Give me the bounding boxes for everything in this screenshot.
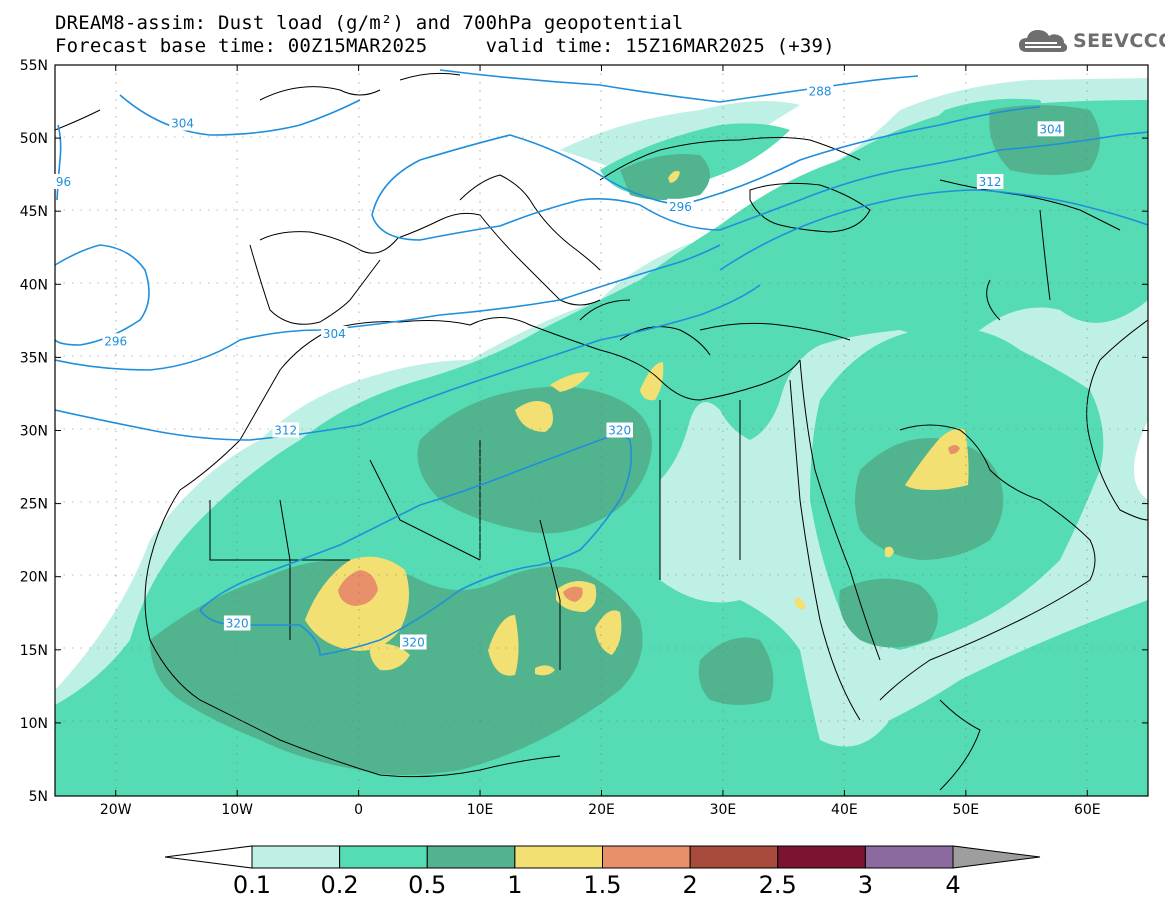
svg-text:96: 96 <box>56 175 71 189</box>
forecast-time-line: Forecast base time: 00Z15MAR2025 valid t… <box>55 35 835 57</box>
colorbar-segment <box>602 845 691 869</box>
latitude-labels: 55N 50N 45N 40N 35N 30N 25N 20N 15N 10N 5N <box>20 58 48 805</box>
lon-label: 20E <box>588 802 615 818</box>
contour-label: 312 <box>976 173 1004 189</box>
colorbar-under-arrow <box>164 845 253 869</box>
colorbar-segment <box>689 845 779 869</box>
svg-text:304: 304 <box>171 116 194 130</box>
dust-shading-peak <box>338 445 960 606</box>
lat-label: 5N <box>29 789 48 805</box>
longitude-labels: 20W 10W 0 10E 20E 30E 40E 50E 60E <box>100 802 1101 818</box>
lon-label: 30E <box>710 802 737 818</box>
lon-label: 10W <box>221 802 253 818</box>
contour-label: 288 <box>806 83 834 99</box>
lat-label: 20N <box>20 570 48 586</box>
lon-label: 0 <box>354 802 363 818</box>
colorbar-label: 2 <box>682 871 697 899</box>
contour-label: 312 <box>272 422 299 438</box>
contour-label: 320 <box>606 422 633 438</box>
svg-text:320: 320 <box>608 424 631 438</box>
lat-label: 45N <box>20 204 48 220</box>
lon-label: 60E <box>1074 802 1101 818</box>
lat-label: 40N <box>20 277 48 293</box>
colorbar-segment <box>864 845 954 869</box>
lat-label: 35N <box>20 350 48 366</box>
lat-label: 10N <box>20 716 48 732</box>
colorbar-label: 3 <box>858 871 873 899</box>
lat-label: 55N <box>20 58 48 74</box>
contour-label: 296 <box>102 333 129 349</box>
lon-label: 10E <box>467 802 494 818</box>
colorbar-segment <box>339 845 428 869</box>
colorbar-label: 1.5 <box>583 871 621 899</box>
contour-label: 96 <box>54 173 74 189</box>
colorbar-label: 2.5 <box>759 871 797 899</box>
svg-text:304: 304 <box>323 327 346 341</box>
svg-text:296: 296 <box>669 200 692 214</box>
lon-label: 50E <box>952 802 979 818</box>
svg-text:312: 312 <box>979 175 1002 189</box>
contour-label: 304 <box>169 115 196 131</box>
colorbar-segment <box>514 845 603 869</box>
svg-text:312: 312 <box>274 424 297 438</box>
contour-value-labels: 304 288 304 296 312 296 304 312 320 320 320 96 <box>54 83 1065 650</box>
contour-label: 304 <box>1037 121 1065 137</box>
svg-text:288: 288 <box>809 84 832 98</box>
seevccc-logo: SEEVCCC <box>1017 26 1165 56</box>
svg-text:296: 296 <box>104 334 127 348</box>
colorbar-labels: 0.1 0.2 0.5 1 1.5 2 2.5 3 4 <box>233 871 961 899</box>
colorbar-label: 0.1 <box>233 871 271 899</box>
svg-text:320: 320 <box>402 635 425 649</box>
lon-label: 20W <box>100 802 132 818</box>
colorbar-label: 4 <box>945 871 960 899</box>
lat-label: 30N <box>20 424 48 440</box>
svg-text:304: 304 <box>1039 122 1062 136</box>
map-area <box>55 65 1148 796</box>
contour-label: 296 <box>667 198 694 214</box>
cloud-icon <box>1019 30 1068 52</box>
logo-text: SEEVCCC <box>1073 30 1165 52</box>
svg-text:320: 320 <box>226 616 249 630</box>
colorbar-label: 1 <box>507 871 522 899</box>
lat-label: 25N <box>20 497 48 513</box>
contour-label: 320 <box>400 634 427 650</box>
contour-label: 320 <box>223 615 251 631</box>
axis-ticks <box>55 64 1148 797</box>
lat-label: 15N <box>20 643 48 659</box>
lon-label: 40E <box>831 802 858 818</box>
map-title: DREAM8-assim: Dust load (g/m²) and 700hP… <box>55 12 684 34</box>
colorbar-segment <box>426 845 516 869</box>
colorbar <box>164 845 1041 869</box>
colorbar-segment <box>777 845 866 869</box>
lat-label: 50N <box>20 131 48 147</box>
colorbar-over-arrow <box>952 845 1041 869</box>
contour-label: 304 <box>321 326 348 342</box>
colorbar-label: 0.2 <box>321 871 359 899</box>
colorbar-segment <box>251 845 341 869</box>
graticule <box>55 65 1148 796</box>
colorbar-label: 0.5 <box>408 871 446 899</box>
